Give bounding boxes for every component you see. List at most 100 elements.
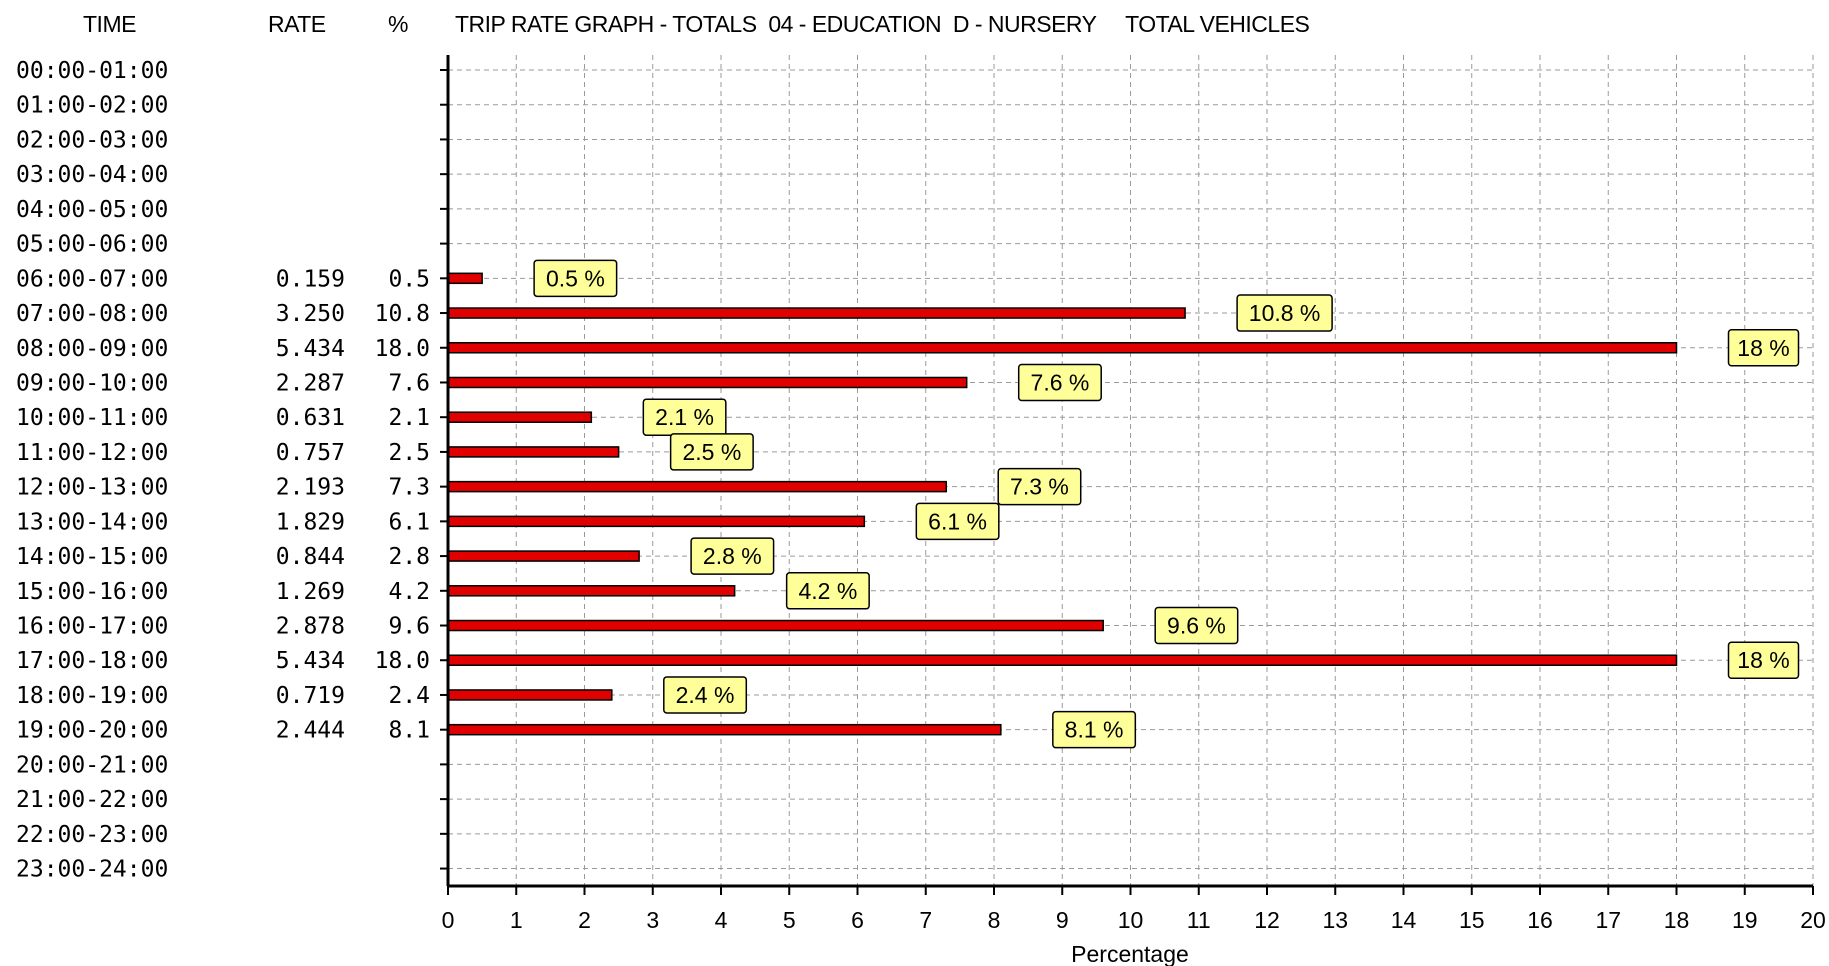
row-time-label: 20:00-21:00 bbox=[16, 752, 168, 778]
row-pct-value: 2.5 bbox=[388, 440, 430, 466]
value-label-box bbox=[785, 572, 870, 610]
bar bbox=[447, 585, 736, 597]
x-tick-label: 6 bbox=[851, 907, 864, 933]
x-tick-label: 13 bbox=[1322, 907, 1348, 933]
value-label-box bbox=[1727, 329, 1800, 367]
row-time-label: 17:00-18:00 bbox=[16, 648, 168, 674]
x-tick-label: 19 bbox=[1732, 907, 1758, 933]
bar bbox=[447, 723, 1002, 736]
value-label-text: 9.6 % bbox=[1167, 613, 1226, 639]
value-label-text: 2.8 % bbox=[703, 543, 762, 569]
value-label-box bbox=[997, 467, 1082, 506]
row-pct-value: 8.1 bbox=[388, 718, 430, 744]
value-label-box bbox=[1017, 363, 1102, 402]
grid-lines bbox=[448, 55, 1814, 886]
row-pct-value: 4.2 bbox=[388, 579, 430, 605]
x-tick-label: 8 bbox=[988, 907, 1001, 933]
row-time-label: 02:00-03:00 bbox=[16, 127, 168, 153]
value-label-box bbox=[669, 433, 754, 471]
bar bbox=[447, 272, 483, 285]
x-tick-label: 4 bbox=[715, 907, 728, 933]
row-rate-value: 3.250 bbox=[276, 301, 345, 327]
value-label-box bbox=[533, 259, 618, 298]
row-time-label: 18:00-19:00 bbox=[16, 683, 168, 709]
x-tick-label: 11 bbox=[1187, 907, 1211, 933]
bar bbox=[447, 376, 968, 389]
bar bbox=[447, 515, 866, 528]
row-rate-value: 5.434 bbox=[276, 648, 345, 674]
row-pct-value: 9.6 bbox=[388, 614, 430, 640]
time-column-header: TIME bbox=[83, 11, 136, 37]
bars-group bbox=[447, 272, 1678, 736]
value-label-text: 8.1 % bbox=[1065, 717, 1124, 743]
row-time-label: 01:00-02:00 bbox=[16, 93, 168, 119]
x-tick-label: 15 bbox=[1459, 907, 1485, 933]
row-time-label: 13:00-14:00 bbox=[16, 509, 168, 535]
row-rate-value: 0.631 bbox=[276, 405, 345, 431]
value-label-box bbox=[915, 502, 1000, 541]
row-time-label: 06:00-07:00 bbox=[16, 266, 168, 292]
row-pct-value: 2.4 bbox=[388, 683, 430, 709]
bar bbox=[447, 480, 947, 493]
row-time-label: 22:00-23:00 bbox=[16, 822, 168, 848]
x-tick-label: 5 bbox=[783, 907, 796, 933]
row-rate-value: 0.159 bbox=[276, 266, 345, 292]
bar bbox=[447, 619, 1104, 632]
row-labels-group: 00:00-01:00 01:00-02:00 02:00-03:00 03:00-0… bbox=[16, 58, 430, 883]
row-time-label: 23:00-24:00 bbox=[16, 857, 168, 883]
value-label-box bbox=[1052, 710, 1137, 749]
row-rate-value: 2.878 bbox=[276, 614, 345, 640]
value-label-box bbox=[1236, 294, 1333, 332]
row-rate-value: 1.829 bbox=[276, 509, 345, 535]
bar bbox=[447, 446, 620, 458]
x-tick-label: 9 bbox=[1056, 907, 1069, 933]
bar bbox=[447, 689, 613, 701]
x-tick-label: 0 bbox=[442, 907, 455, 933]
value-label-text: 6.1 % bbox=[928, 508, 987, 534]
bar bbox=[447, 550, 640, 562]
x-tick-label: 14 bbox=[1391, 907, 1417, 933]
row-time-label: 08:00-09:00 bbox=[16, 336, 168, 362]
pct-column-header: % bbox=[388, 11, 408, 37]
value-label-text: 7.3 % bbox=[1010, 474, 1069, 500]
row-rate-value: 2.193 bbox=[276, 475, 345, 501]
row-time-label: 10:00-11:00 bbox=[16, 405, 168, 431]
bar bbox=[447, 307, 1186, 319]
x-tick-label: 20 bbox=[1800, 907, 1826, 933]
chart-title: TRIP RATE GRAPH - TOTALS 04 - EDUCATION … bbox=[455, 11, 1310, 37]
value-label-box bbox=[1154, 606, 1239, 645]
x-tick-label: 3 bbox=[646, 907, 659, 933]
x-tick-label: 18 bbox=[1664, 907, 1690, 933]
axes-group: 0 1 2 3 4 5 6 7 8 9 10 11 12 13 14 15 16 17 18 19 20 bbox=[440, 55, 1826, 933]
row-pct-value: 10.8 bbox=[375, 301, 430, 327]
row-time-label: 04:00-05:00 bbox=[16, 197, 168, 223]
bar bbox=[447, 654, 1678, 666]
row-pct-value: 18.0 bbox=[375, 336, 430, 362]
row-time-label: 19:00-20:00 bbox=[16, 718, 168, 744]
x-tick-label: 17 bbox=[1595, 907, 1621, 933]
bar bbox=[447, 411, 593, 423]
x-tick-label: 7 bbox=[919, 907, 932, 933]
value-label-text: 7.6 % bbox=[1031, 369, 1090, 395]
row-rate-value: 2.287 bbox=[276, 370, 345, 396]
row-pct-value: 0.5 bbox=[388, 266, 430, 292]
value-label-text: 10.8 % bbox=[1249, 300, 1321, 326]
row-pct-value: 2.8 bbox=[388, 544, 430, 570]
x-tick-label: 1 bbox=[510, 907, 523, 933]
value-label-box bbox=[690, 537, 775, 575]
value-label-text: 0.5 % bbox=[546, 265, 605, 291]
row-time-label: 11:00-12:00 bbox=[16, 440, 168, 466]
row-time-label: 09:00-10:00 bbox=[16, 370, 168, 396]
value-labels-group: 0.5 % 10.8 % 18 % 7.6 % 2.1 % 2.5 % 7.3 % 6.1 %… bbox=[533, 259, 1800, 749]
value-label-text: 2.5 % bbox=[682, 439, 741, 465]
row-time-label: 21:00-22:00 bbox=[16, 787, 168, 813]
x-axis-title: Percentage bbox=[1071, 941, 1189, 966]
row-pct-value: 7.3 bbox=[388, 475, 430, 501]
row-time-label: 05:00-06:00 bbox=[16, 232, 168, 258]
row-pct-value: 7.6 bbox=[388, 370, 430, 396]
bar bbox=[447, 342, 1678, 354]
x-tick-label: 12 bbox=[1254, 907, 1280, 933]
value-label-text: 2.4 % bbox=[676, 682, 735, 708]
